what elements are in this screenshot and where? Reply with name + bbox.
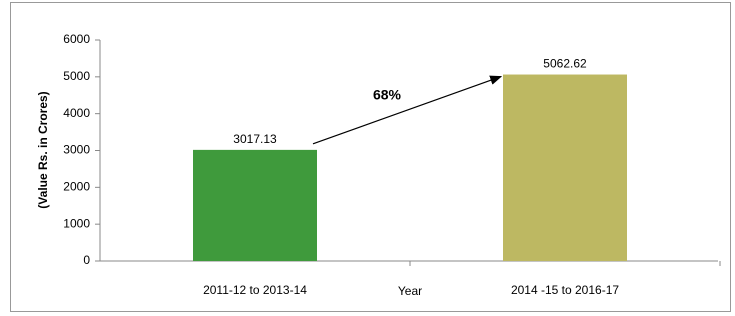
chart: (Value Rs. in Crores) Year 68% 0 1000 2000… — [0, 0, 735, 316]
bar — [193, 150, 317, 261]
y-tick-label: 3000 — [63, 143, 90, 157]
y-axis-label: (Value Rs. in Crores) — [36, 91, 50, 208]
value-label: 5062.62 — [543, 57, 587, 71]
x-tick-label: 2014 -15 to 2016-17 — [511, 283, 619, 297]
bar — [503, 75, 627, 261]
annotation: 68% — [373, 87, 402, 103]
value-label: 3017.13 — [233, 132, 277, 146]
y-tick-label: 5000 — [63, 69, 90, 83]
y-tick-label: 0 — [83, 253, 90, 267]
x-axis-label: Year — [398, 284, 422, 298]
y-tick-label: 4000 — [63, 106, 90, 120]
y-tick-label: 1000 — [63, 216, 90, 230]
y-tick-label: 2000 — [63, 180, 90, 194]
x-tick-label: 2011-12 to 2013-14 — [203, 283, 307, 297]
y-tick-label: 6000 — [63, 32, 90, 46]
